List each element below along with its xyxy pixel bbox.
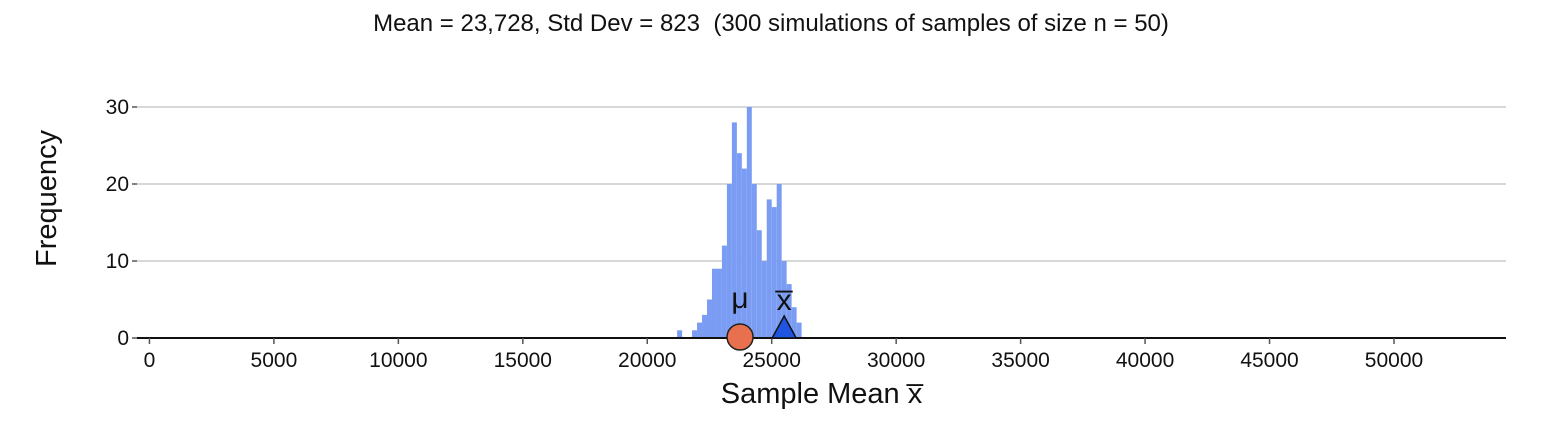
x-tick-label: 10000: [369, 349, 427, 372]
histogram-bar: [791, 307, 797, 338]
histogram-bars: [677, 107, 802, 339]
chart-subtitle: Mean = 23,728, Std Dev = 823 (300 simula…: [373, 10, 1169, 37]
histogram-bar: [796, 322, 802, 338]
histogram-bar: [781, 261, 787, 338]
histogram-bar: [766, 199, 772, 338]
histogram-bar: [761, 261, 767, 338]
x-tick-label: 40000: [1116, 349, 1174, 372]
mu-marker: [726, 323, 754, 351]
histogram-bar: [716, 268, 722, 338]
x-tick-label: 20000: [618, 349, 676, 372]
x-tick-label: 5000: [251, 349, 298, 372]
histogram-bar: [746, 107, 752, 338]
histogram-bar: [756, 230, 762, 338]
gridlines: [137, 106, 1506, 262]
xbar-marker: [770, 314, 798, 339]
x-tick-label: 45000: [1240, 349, 1298, 372]
histogram-bar: [707, 299, 712, 338]
x-tick-label: 15000: [494, 349, 552, 372]
histogram-bar: [786, 284, 792, 338]
x-tick-label: 25000: [743, 349, 801, 372]
x-axis-title: Sample Mean x̅: [721, 378, 924, 410]
histogram-bar: [721, 245, 727, 338]
mean-markers: μ x̅: [726, 282, 798, 351]
x-tick-label: 50000: [1365, 349, 1423, 372]
histogram-bar: [702, 314, 708, 338]
histogram-bar: [736, 153, 742, 338]
axes: 0 10 20 30 0 5000 10000 15000 20000 25000 30000 350…: [106, 96, 1506, 372]
y-tick-label: 10: [106, 250, 129, 273]
histogram-bar: [776, 184, 782, 338]
y-tick-label: 20: [106, 173, 129, 196]
histogram-bar: [726, 184, 732, 338]
histogram-bar: [771, 207, 777, 338]
histogram-bar: [741, 168, 747, 338]
histogram-bar: [677, 330, 683, 338]
histogram-bar: [692, 330, 698, 338]
histogram-bar: [731, 122, 737, 339]
x-tick-label: 30000: [867, 349, 925, 372]
histogram-bar: [697, 322, 703, 338]
histogram-bar: [711, 268, 717, 338]
y-tick-label: 0: [117, 327, 129, 350]
y-tick-label: 30: [106, 96, 129, 119]
x-tick-label: 35000: [991, 349, 1049, 372]
y-axis-title: Frequency: [31, 129, 63, 267]
histogram-bar: [751, 184, 757, 338]
x-tick-label: 0: [144, 349, 156, 372]
xbar-label: x̅: [775, 284, 793, 317]
mu-label: μ: [731, 282, 748, 315]
